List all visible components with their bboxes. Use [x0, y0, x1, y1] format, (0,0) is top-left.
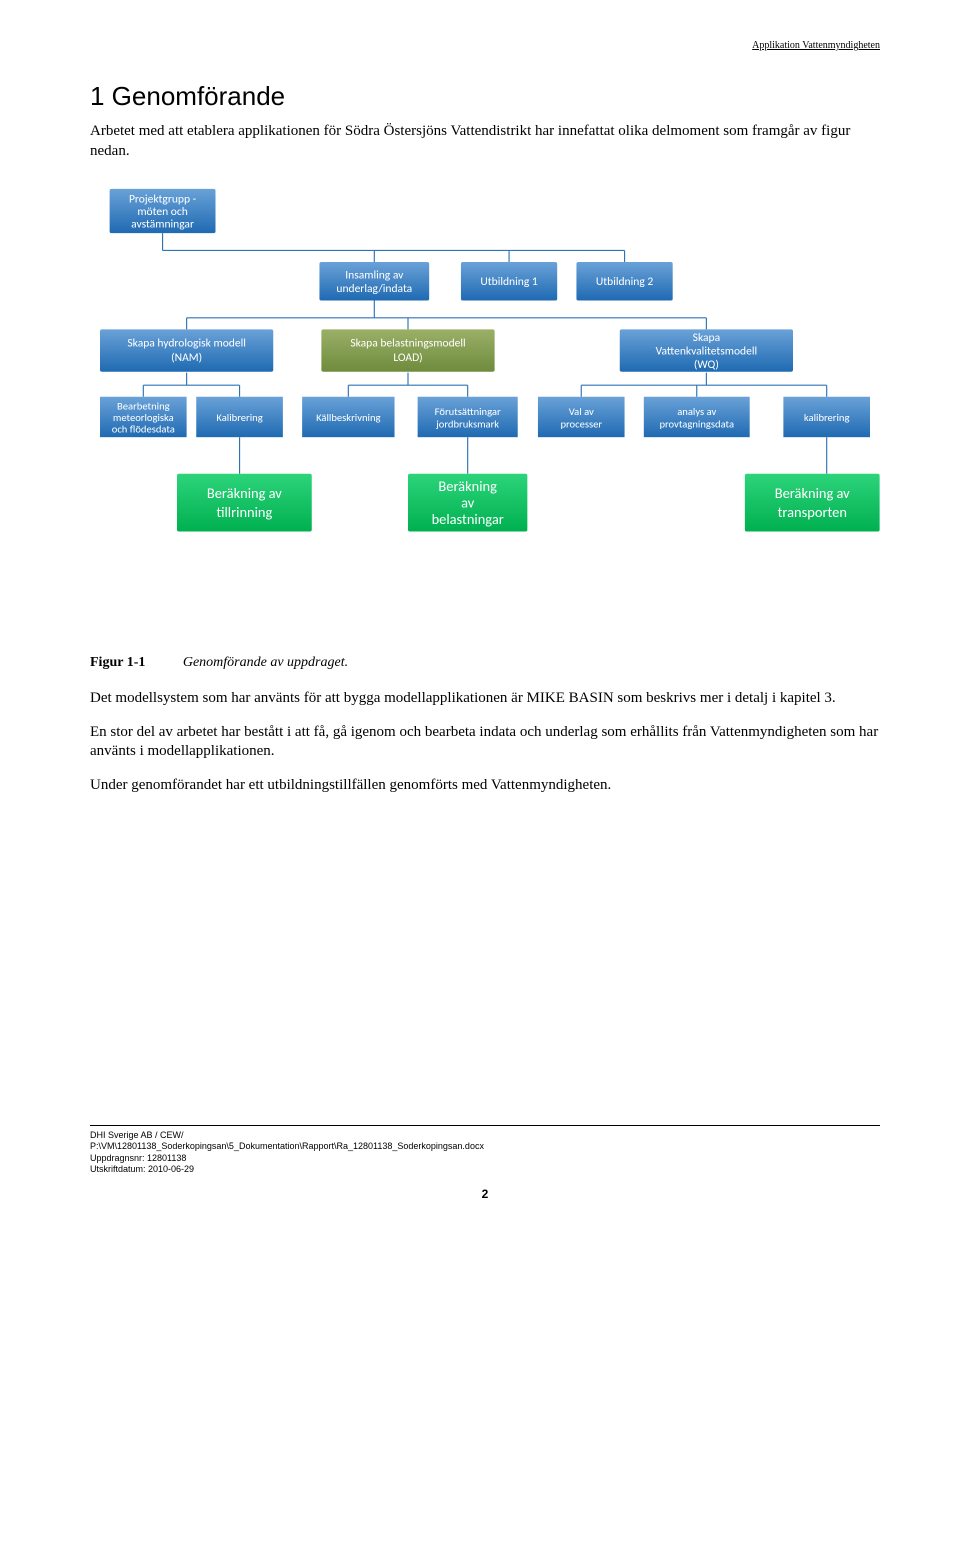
svg-text:tillrinning: tillrinning: [216, 503, 272, 521]
svg-text:underlag/indata: underlag/indata: [336, 282, 412, 296]
node-forutsattningar: Förutsättningar jordbruksmark: [418, 397, 518, 437]
node-bearbetning: Bearbetning meteorlogiska och flödesdata: [100, 397, 187, 437]
svg-text:(NAM): (NAM): [171, 351, 202, 365]
node-berakning-tillrinning: Beräkning av tillrinning: [177, 474, 312, 532]
svg-text:Beräkning av: Beräkning av: [775, 484, 850, 502]
node-insamling: Insamling av underlag/indata: [319, 262, 429, 301]
svg-text:LOAD): LOAD): [393, 351, 422, 365]
svg-text:Vattenkvalitetsmodell: Vattenkvalitetsmodell: [656, 344, 758, 358]
footer-line-2: P:\VM\12801138_Soderkopingsan\5_Dokument…: [90, 1141, 880, 1152]
svg-text:av: av: [461, 493, 475, 511]
svg-text:Kalibrering: Kalibrering: [216, 411, 262, 424]
svg-text:provtagningsdata: provtagningsdata: [659, 418, 734, 431]
figure-caption: Figur 1-1 Genomförande av uppdraget.: [90, 655, 880, 671]
node-utbildning2: Utbildning 2: [576, 262, 672, 301]
svg-text:avstämningar: avstämningar: [131, 217, 194, 231]
page-footer: DHI Sverige AB / CEW/ P:\VM\12801138_Sod…: [90, 1125, 880, 1175]
node-berakning-transporten: Beräkning av transporten: [745, 474, 880, 532]
svg-text:Beräkning av: Beräkning av: [207, 484, 282, 502]
svg-text:processer: processer: [560, 418, 602, 431]
svg-text:Skapa: Skapa: [693, 331, 720, 345]
svg-text:Insamling av: Insamling av: [345, 268, 404, 282]
svg-text:Beräkning: Beräkning: [438, 477, 497, 495]
flowchart: Projektgrupp - möten och avstämningar In…: [90, 185, 880, 575]
svg-text:Utbildning 2: Utbildning 2: [596, 275, 653, 289]
svg-text:Förutsättningar: Förutsättningar: [435, 405, 501, 418]
svg-text:Källbeskrivning: Källbeskrivning: [316, 411, 380, 424]
node-kalibrering-1: Kalibrering: [196, 397, 283, 437]
intro-paragraph: Arbetet med att etablera applikationen f…: [90, 122, 880, 161]
figure-label: Figur 1-1: [90, 655, 179, 670]
svg-text:Skapa hydrologisk modell: Skapa hydrologisk modell: [127, 337, 246, 351]
flowchart-svg: Projektgrupp - möten och avstämningar In…: [90, 185, 880, 570]
node-val-av-processer: Val av processer: [538, 397, 625, 437]
node-skapa-load: Skapa belastningsmodell LOAD): [321, 329, 494, 371]
svg-text:Skapa belastningsmodell: Skapa belastningsmodell: [350, 337, 465, 351]
node-kalibrering-2: kalibrering: [783, 397, 870, 437]
svg-text:jordbruksmark: jordbruksmark: [435, 418, 499, 431]
svg-text:(WQ): (WQ): [694, 358, 719, 372]
paragraph-2: Det modellsystem som har använts för att…: [90, 689, 880, 709]
svg-text:och flödesdata: och flödesdata: [112, 422, 175, 435]
running-header: Applikation Vattenmyndigheten: [90, 40, 880, 55]
node-skapa-nam: Skapa hydrologisk modell (NAM): [100, 329, 273, 371]
footer-line-1: DHI Sverige AB / CEW/: [90, 1130, 880, 1141]
svg-text:Val av: Val av: [569, 405, 594, 418]
page-number: 2: [90, 1187, 880, 1201]
figure-text: Genomförande av uppdraget.: [183, 655, 348, 670]
svg-text:belastningar: belastningar: [432, 510, 504, 528]
svg-text:analys av: analys av: [677, 405, 716, 418]
node-kallbeskrivning: Källbeskrivning: [302, 397, 394, 437]
svg-text:transporten: transporten: [778, 503, 847, 521]
page-title: 1 Genomförande: [90, 81, 880, 112]
paragraph-4: Under genomförandet har ett utbildningst…: [90, 776, 880, 796]
paragraph-3: En stor del av arbetet har bestått i att…: [90, 723, 880, 762]
footer-line-4: Utskriftdatum: 2010-06-29: [90, 1164, 880, 1175]
node-utbildning1: Utbildning 1: [461, 262, 557, 301]
footer-line-3: Uppdragnsnr: 12801138: [90, 1153, 880, 1164]
node-skapa-wq: Skapa Vattenkvalitetsmodell (WQ): [620, 329, 793, 372]
svg-text:kalibrering: kalibrering: [804, 411, 850, 424]
node-projektgrupp: Projektgrupp - möten och avstämningar: [110, 189, 216, 233]
svg-text:Utbildning 1: Utbildning 1: [480, 275, 537, 289]
node-analys: analys av provtagningsdata: [644, 397, 750, 437]
node-berakning-belastningar: Beräkning av belastningar: [408, 474, 527, 532]
